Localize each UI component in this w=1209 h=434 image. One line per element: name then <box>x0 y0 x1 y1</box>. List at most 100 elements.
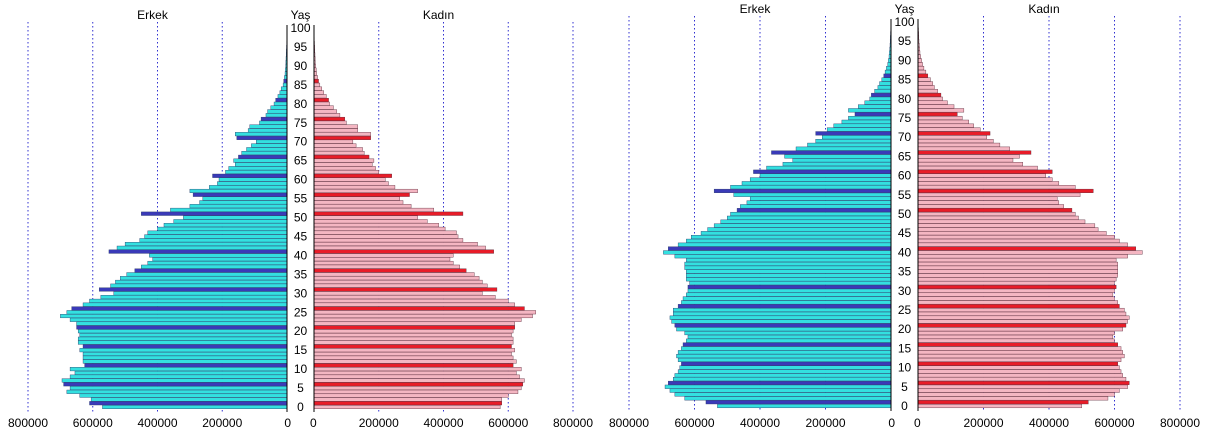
bar-male-age-71 <box>815 131 892 136</box>
bar-female-age-31 <box>313 287 498 292</box>
bar-female-age-16 <box>917 342 1118 347</box>
bar-male-age-31 <box>687 284 892 289</box>
bar-female-age-32 <box>313 283 488 288</box>
bar-female-age-64 <box>917 158 1014 163</box>
bar-male-age-57 <box>189 188 288 193</box>
age-tick-label: 70 <box>294 135 308 149</box>
bar-male-age-26 <box>71 306 288 311</box>
bar-male-age-57 <box>730 185 892 190</box>
x-tick-label: 400000 <box>423 416 463 430</box>
age-tick-label: 20 <box>898 322 912 336</box>
bar-male-age-19 <box>79 332 288 337</box>
bar-male-age-10 <box>679 365 892 370</box>
bar-female-age-33 <box>313 279 483 284</box>
x-tick-label: 800000 <box>609 416 649 430</box>
bar-male-age-60 <box>218 177 288 182</box>
bar-male-age-82 <box>277 94 288 99</box>
bar-male-age-51 <box>141 211 288 216</box>
bar-male-age-34 <box>686 273 892 278</box>
bar-female-age-10 <box>313 367 522 372</box>
bar-male-age-39 <box>152 257 288 262</box>
bar-female-age-86 <box>917 73 929 78</box>
bar-male-age-9 <box>677 369 892 374</box>
bar-female-age-80 <box>917 96 943 101</box>
age-tick-label: 90 <box>898 53 912 67</box>
age-tick-label: 75 <box>898 111 912 125</box>
bar-male-age-30 <box>113 291 288 296</box>
bar-male-age-16 <box>82 344 288 349</box>
bar-female-age-33 <box>917 277 1117 282</box>
bar-female-age-55 <box>917 192 1081 197</box>
bar-female-age-34 <box>917 273 1118 278</box>
bar-female-age-14 <box>917 350 1123 355</box>
bar-male-age-41 <box>108 249 288 254</box>
bar-female-age-74 <box>917 119 969 124</box>
bar-female-age-75 <box>313 120 347 125</box>
bar-female-age-60 <box>917 173 1046 178</box>
bar-female-age-78 <box>313 109 337 114</box>
bar-female-age-37 <box>313 264 460 269</box>
bar-male-age-17 <box>686 338 892 343</box>
bar-male-age-22 <box>671 319 892 324</box>
bar-male-age-22 <box>76 321 288 326</box>
bar-female-age-27 <box>313 302 515 307</box>
bar-female-age-65 <box>313 158 375 163</box>
age-tick-label: 85 <box>898 73 912 87</box>
bar-female-age-34 <box>313 276 480 281</box>
bar-male-age-58 <box>209 185 288 190</box>
bar-female-age-65 <box>917 154 1020 159</box>
bar-male-age-65 <box>233 158 288 163</box>
bar-male-age-59 <box>749 177 892 182</box>
bar-female-age-84 <box>313 86 322 91</box>
age-tick-label: 10 <box>898 361 912 375</box>
bar-female-age-73 <box>313 128 358 133</box>
bar-female-age-49 <box>313 219 428 224</box>
bar-female-age-83 <box>917 85 935 90</box>
bar-female-age-52 <box>917 204 1064 209</box>
x-tick-label: 800000 <box>1160 416 1200 430</box>
bar-male-age-26 <box>677 304 892 309</box>
x-tick-label: 0 <box>284 416 291 430</box>
age-tick-label: 80 <box>294 97 308 111</box>
bar-female-age-2 <box>917 396 1109 401</box>
bar-male-age-21 <box>76 325 288 330</box>
bar-male-age-46 <box>147 230 288 235</box>
bar-female-age-18 <box>313 336 514 341</box>
bar-male-age-50 <box>730 211 892 217</box>
bar-female-age-38 <box>917 258 1117 263</box>
bar-female-age-1 <box>313 401 502 406</box>
bar-female-age-32 <box>917 281 1115 286</box>
bar-female-age-46 <box>917 227 1099 232</box>
bar-male-age-18 <box>687 334 892 339</box>
bar-female-age-20 <box>917 327 1123 332</box>
bar-female-age-61 <box>313 173 392 178</box>
age-tick-label: 10 <box>294 362 308 376</box>
bar-male-age-86 <box>883 73 892 78</box>
bar-male-age-42 <box>116 245 288 250</box>
bar-male-age-29 <box>686 292 892 297</box>
bar-female-age-21 <box>917 323 1127 328</box>
bar-female-age-45 <box>313 234 459 239</box>
bar-female-age-28 <box>917 296 1115 301</box>
x-tick-label: 200000 <box>202 416 242 430</box>
bar-female-age-8 <box>313 374 520 379</box>
age-tick-label: 90 <box>294 59 308 73</box>
bar-female-age-44 <box>917 235 1115 240</box>
age-tick-label: 50 <box>294 211 308 225</box>
x-tick-label: 0 <box>914 416 921 430</box>
bar-male-age-83 <box>877 85 892 90</box>
bar-female-age-37 <box>917 261 1118 266</box>
bar-male-age-88 <box>886 66 892 71</box>
bar-female-age-54 <box>917 196 1058 201</box>
x-tick-label: 800000 <box>553 416 593 430</box>
bar-female-age-5 <box>917 384 1128 389</box>
bar-female-age-68 <box>917 142 1001 147</box>
bar-female-age-61 <box>917 169 1053 174</box>
bar-female-age-1 <box>917 400 1089 405</box>
bar-female-age-81 <box>917 92 942 97</box>
bar-female-age-42 <box>917 242 1128 247</box>
bar-male-age-68 <box>246 147 288 152</box>
age-tick-label: 65 <box>898 149 912 163</box>
age-tick-label: 55 <box>294 192 308 206</box>
bar-male-age-83 <box>279 90 288 95</box>
